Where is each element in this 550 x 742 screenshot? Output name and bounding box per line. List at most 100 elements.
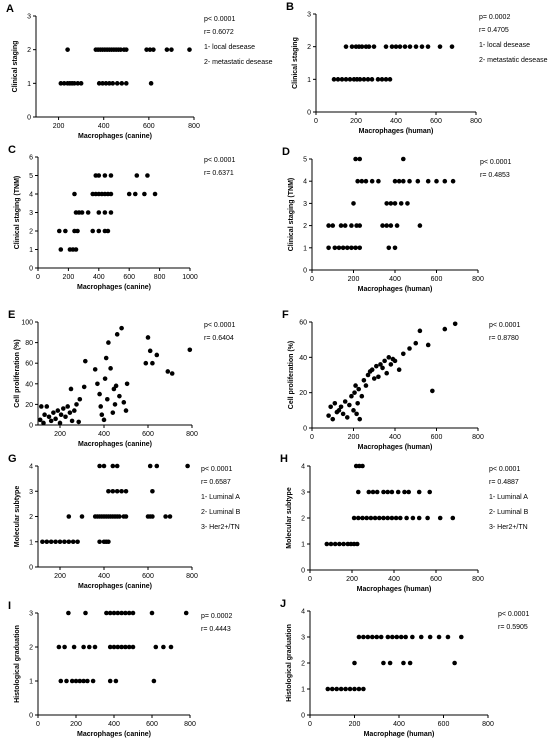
data-point xyxy=(44,404,50,409)
data-point xyxy=(185,463,190,469)
data-point xyxy=(108,173,114,178)
data-point xyxy=(416,489,422,495)
data-point xyxy=(111,610,117,616)
category-legend-item: 3- Her2+/TN xyxy=(201,524,240,531)
data-point xyxy=(165,369,171,374)
data-point xyxy=(168,644,174,650)
data-point xyxy=(107,644,113,650)
data-point xyxy=(375,77,381,82)
data-point xyxy=(413,340,419,346)
data-point xyxy=(81,678,86,684)
data-point xyxy=(123,47,129,52)
data-point xyxy=(110,463,116,469)
x-axis-label: Macrophages (human) xyxy=(358,286,433,293)
data-point xyxy=(363,178,369,184)
data-point xyxy=(338,223,344,228)
x-axis-label: Macrophages (canine) xyxy=(77,731,151,738)
data-point xyxy=(425,178,431,184)
data-point xyxy=(114,332,120,337)
data-point xyxy=(385,489,391,495)
x-axis-label: Macrophages (human) xyxy=(358,444,433,451)
data-point xyxy=(398,201,404,206)
y-tick-label: 0 xyxy=(29,565,33,572)
y-axis-label: Clinical staging xyxy=(12,41,19,93)
data-point xyxy=(356,634,362,640)
data-point xyxy=(380,365,385,371)
x-tick-label: 0 xyxy=(36,721,40,728)
data-point xyxy=(325,686,331,692)
data-point xyxy=(324,541,330,547)
data-point xyxy=(353,383,358,388)
data-point xyxy=(361,378,367,383)
data-point xyxy=(37,417,43,423)
data-point xyxy=(392,245,398,251)
data-point xyxy=(392,178,398,184)
data-point xyxy=(403,634,408,640)
panel-a: A 0 1 2 3 200 400 600 800 Macrophages (canine) Cli… xyxy=(6,3,273,140)
data-point xyxy=(355,178,360,184)
data-point xyxy=(108,210,114,215)
data-point xyxy=(434,178,439,184)
panel-letter: E xyxy=(8,309,15,321)
data-point xyxy=(51,410,56,415)
y-tick-label: 3 xyxy=(301,490,305,497)
data-point xyxy=(326,413,331,418)
x-tick-label: 800 xyxy=(186,431,198,438)
data-point xyxy=(445,634,451,640)
data-point xyxy=(61,406,66,411)
data-point xyxy=(389,44,395,49)
y-tick-label: 3 xyxy=(29,210,33,217)
data-point xyxy=(387,77,393,82)
data-point xyxy=(369,77,375,82)
x-tick-label: 800 xyxy=(154,274,166,281)
data-point xyxy=(153,644,159,650)
data-point xyxy=(169,47,174,52)
category-legend-item: 1- Luminal A xyxy=(201,494,240,501)
data-point xyxy=(395,489,401,495)
data-point xyxy=(405,201,410,206)
data-point xyxy=(41,420,46,426)
x-tick-label: 800 xyxy=(472,434,484,441)
y-tick-label: 0 xyxy=(29,266,33,273)
y-tick-label: 1 xyxy=(301,687,305,694)
data-point xyxy=(330,416,336,422)
data-point xyxy=(374,363,379,369)
data-point xyxy=(114,488,120,494)
data-point xyxy=(389,489,395,495)
data-point xyxy=(394,223,400,228)
x-tick-label: 200 xyxy=(54,431,66,438)
data-point xyxy=(90,228,96,234)
y-tick-label: 6 xyxy=(29,155,33,162)
data-point xyxy=(77,678,83,684)
data-point xyxy=(349,223,354,228)
data-point xyxy=(343,44,349,49)
y-tick-label: 2 xyxy=(29,514,33,521)
y-tick-label: 2 xyxy=(29,645,33,652)
data-point xyxy=(75,539,80,545)
x-tick-label: 0 xyxy=(310,276,314,283)
x-tick-label: 800 xyxy=(184,721,196,728)
data-point xyxy=(374,634,380,640)
data-point xyxy=(407,660,413,666)
data-point xyxy=(107,81,112,86)
x-tick-label: 200 xyxy=(349,721,361,728)
stat-annotation: p= 0.0002 xyxy=(201,613,232,620)
data-point xyxy=(392,201,398,206)
x-tick-label: 200 xyxy=(346,576,358,583)
data-point xyxy=(106,488,111,494)
data-point xyxy=(452,660,457,666)
y-tick-label: 2 xyxy=(29,229,33,236)
data-point xyxy=(425,44,431,49)
data-point xyxy=(410,634,415,640)
data-point xyxy=(329,686,335,692)
data-point xyxy=(338,686,344,692)
panel-letter: B xyxy=(286,1,294,13)
y-axis-label: Clinical staging xyxy=(292,37,299,89)
data-point xyxy=(152,191,158,197)
data-point xyxy=(335,77,341,82)
y-tick-label: 20 xyxy=(299,390,307,397)
y-tick-label: 4 xyxy=(29,464,33,471)
data-point xyxy=(106,340,111,345)
y-tick-label: 1 xyxy=(303,245,307,252)
y-tick-label: 4 xyxy=(301,464,305,471)
